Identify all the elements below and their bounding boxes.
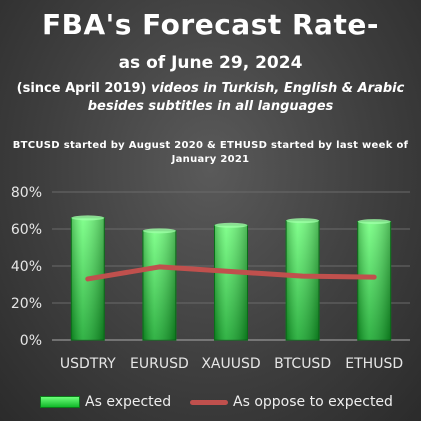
bar-shade	[286, 220, 320, 340]
y-tick-label: 20%	[11, 296, 42, 312]
bar-top	[142, 228, 176, 234]
bar-shade	[214, 225, 248, 340]
bar-shade	[357, 221, 391, 340]
y-tick-label: 40%	[11, 259, 42, 275]
x-tick-label: EURUSD	[130, 356, 189, 372]
bar-shade	[142, 230, 176, 340]
chart-title: FBA's Forecast Rate-	[42, 8, 379, 41]
x-tick-label: XAUUSD	[201, 356, 260, 372]
y-tick-label: 0%	[20, 333, 42, 349]
legend-label-as-oppose: As oppose to expected	[233, 394, 393, 410]
x-tick-label: BTCUSD	[274, 356, 331, 372]
bar-top	[214, 222, 248, 228]
legend-swatch-bar	[40, 396, 80, 408]
chart-note: (since April 2019) videos in Turkish, En…	[0, 80, 421, 116]
y-tick-label: 80%	[11, 185, 42, 201]
chart-subtitle: as of June 29, 2024	[118, 53, 303, 73]
note-italic: videos in Turkish, English & Arabic besi…	[87, 81, 405, 114]
note-prefix: (since April 2019)	[16, 81, 147, 96]
x-tick-label: ETHUSD	[345, 356, 403, 372]
x-tick-label: USDTRY	[60, 356, 116, 372]
legend-item-as-oppose: As oppose to expected	[190, 394, 393, 410]
legend-swatch-line	[190, 399, 228, 405]
legend-item-as-expected: As expected	[40, 394, 171, 410]
y-tick-label: 60%	[11, 222, 42, 238]
series-line	[85, 264, 377, 282]
start-note: BTCUSD started by August 2020 & ETHUSD s…	[12, 140, 409, 165]
bar-top	[357, 219, 391, 225]
bar-top	[286, 218, 320, 224]
legend-label-as-expected: As expected	[85, 394, 172, 410]
bar-top	[71, 215, 105, 221]
